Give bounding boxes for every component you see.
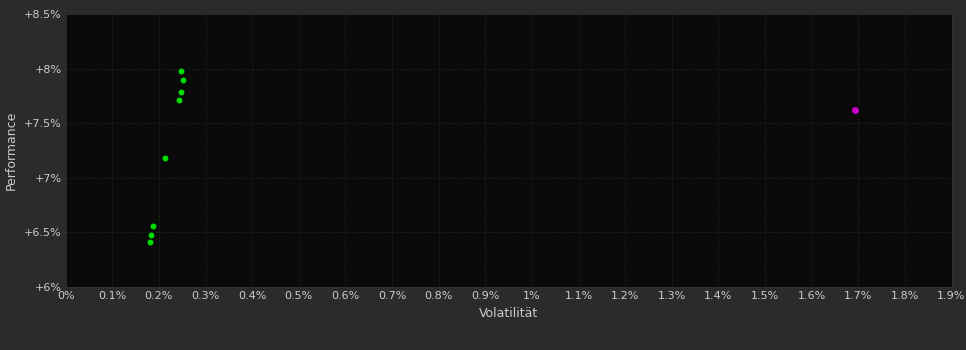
Point bbox=[174, 69, 189, 74]
X-axis label: Volatilität: Volatilität bbox=[479, 307, 538, 320]
Point bbox=[176, 77, 191, 83]
Point bbox=[173, 89, 188, 95]
Point bbox=[847, 107, 863, 113]
Point bbox=[144, 232, 159, 238]
Point bbox=[142, 239, 157, 245]
Point bbox=[157, 155, 173, 161]
Point bbox=[146, 223, 161, 229]
Point bbox=[171, 97, 186, 103]
Y-axis label: Performance: Performance bbox=[5, 111, 18, 190]
